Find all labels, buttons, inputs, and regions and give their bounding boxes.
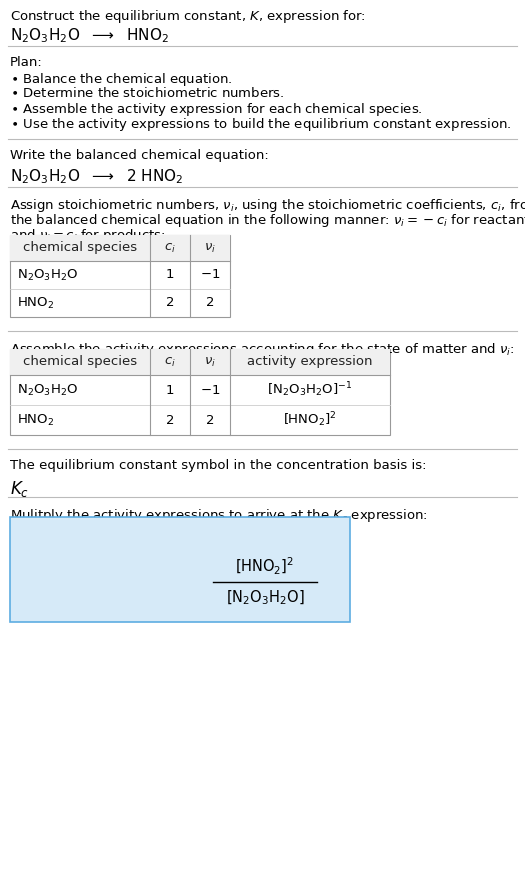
Text: 1: 1 xyxy=(166,268,174,281)
Text: the balanced chemical equation in the following manner: $\nu_i = -c_i$ for react: the balanced chemical equation in the fo… xyxy=(10,212,525,229)
Text: $\mathrm{[HNO_2]^2}$: $\mathrm{[HNO_2]^2}$ xyxy=(236,556,295,577)
Text: Assemble the activity expressions accounting for the state of matter and $\nu_i$: Assemble the activity expressions accoun… xyxy=(10,341,514,358)
Text: $c_i$: $c_i$ xyxy=(164,356,176,369)
Text: chemical species: chemical species xyxy=(23,356,137,369)
Text: $\mathrm{N_2O_3H_2O}$: $\mathrm{N_2O_3H_2O}$ xyxy=(17,383,78,398)
Text: 1: 1 xyxy=(166,384,174,397)
Text: $\mathrm{[HNO_2]^2}$: $\mathrm{[HNO_2]^2}$ xyxy=(283,411,337,429)
Text: Assign stoichiometric numbers, $\nu_i$, using the stoichiometric coefficients, $: Assign stoichiometric numbers, $\nu_i$, … xyxy=(10,197,525,214)
Text: $-1$: $-1$ xyxy=(200,268,220,281)
Bar xyxy=(10,235,230,261)
Text: $\mathrm{N_2O_3H_2O}$: $\mathrm{N_2O_3H_2O}$ xyxy=(17,267,78,282)
Text: 2: 2 xyxy=(166,413,174,427)
Text: $\mathrm{HNO_2}$: $\mathrm{HNO_2}$ xyxy=(17,413,54,427)
Text: Construct the equilibrium constant, $K$, expression for:: Construct the equilibrium constant, $K$,… xyxy=(10,8,366,25)
Bar xyxy=(10,235,230,317)
Text: 2: 2 xyxy=(166,296,174,309)
Text: 2: 2 xyxy=(206,296,214,309)
Text: $\mathrm{N_2O_3H_2O}$  $\longrightarrow$  $\mathrm{HNO_2}$: $\mathrm{N_2O_3H_2O}$ $\longrightarrow$ … xyxy=(10,26,169,45)
Text: $\mathrm{N_2O_3H_2O}$  $\longrightarrow$  $\mathrm{2\ HNO_2}$: $\mathrm{N_2O_3H_2O}$ $\longrightarrow$ … xyxy=(10,167,184,185)
Text: activity expression: activity expression xyxy=(247,356,373,369)
FancyBboxPatch shape xyxy=(10,517,350,622)
Text: and $\nu_i = c_i$ for products:: and $\nu_i = c_i$ for products: xyxy=(10,227,165,244)
Text: $\bullet$ Use the activity expressions to build the equilibrium constant express: $\bullet$ Use the activity expressions t… xyxy=(10,116,511,133)
Bar xyxy=(10,349,390,435)
Text: $\bullet$ Balance the chemical equation.: $\bullet$ Balance the chemical equation. xyxy=(10,71,233,88)
Text: $\mathrm{HNO_2}$: $\mathrm{HNO_2}$ xyxy=(17,295,54,310)
Text: $-1$: $-1$ xyxy=(200,384,220,397)
Text: $\bullet$ Assemble the activity expression for each chemical species.: $\bullet$ Assemble the activity expressi… xyxy=(10,101,423,118)
Text: $c_i$: $c_i$ xyxy=(164,241,176,254)
Text: Plan:: Plan: xyxy=(10,56,43,69)
Text: $K_c = \mathrm{[N_2O_3H_2O]^{-1}\ [HNO_2]^2}$  $=$: $K_c = \mathrm{[N_2O_3H_2O]^{-1}\ [HNO_2… xyxy=(28,572,243,593)
Text: $\nu_i$: $\nu_i$ xyxy=(204,356,216,369)
Text: $\mathrm{[N_2O_3H_2O]^{-1}}$: $\mathrm{[N_2O_3H_2O]^{-1}}$ xyxy=(267,381,353,399)
Bar xyxy=(10,349,390,375)
Text: 2: 2 xyxy=(206,413,214,427)
Text: Mulitply the activity expressions to arrive at the $K_c$ expression:: Mulitply the activity expressions to arr… xyxy=(10,507,428,524)
Text: $\nu_i$: $\nu_i$ xyxy=(204,241,216,254)
Text: Answer:: Answer: xyxy=(18,525,79,538)
Text: $\mathit{K}_c$: $\mathit{K}_c$ xyxy=(10,479,29,499)
Text: Write the balanced chemical equation:: Write the balanced chemical equation: xyxy=(10,149,269,162)
Text: chemical species: chemical species xyxy=(23,241,137,254)
Text: The equilibrium constant symbol in the concentration basis is:: The equilibrium constant symbol in the c… xyxy=(10,459,426,472)
Text: $\mathrm{[N_2O_3H_2O]}$: $\mathrm{[N_2O_3H_2O]}$ xyxy=(226,589,304,607)
Text: $\bullet$ Determine the stoichiometric numbers.: $\bullet$ Determine the stoichiometric n… xyxy=(10,86,285,100)
